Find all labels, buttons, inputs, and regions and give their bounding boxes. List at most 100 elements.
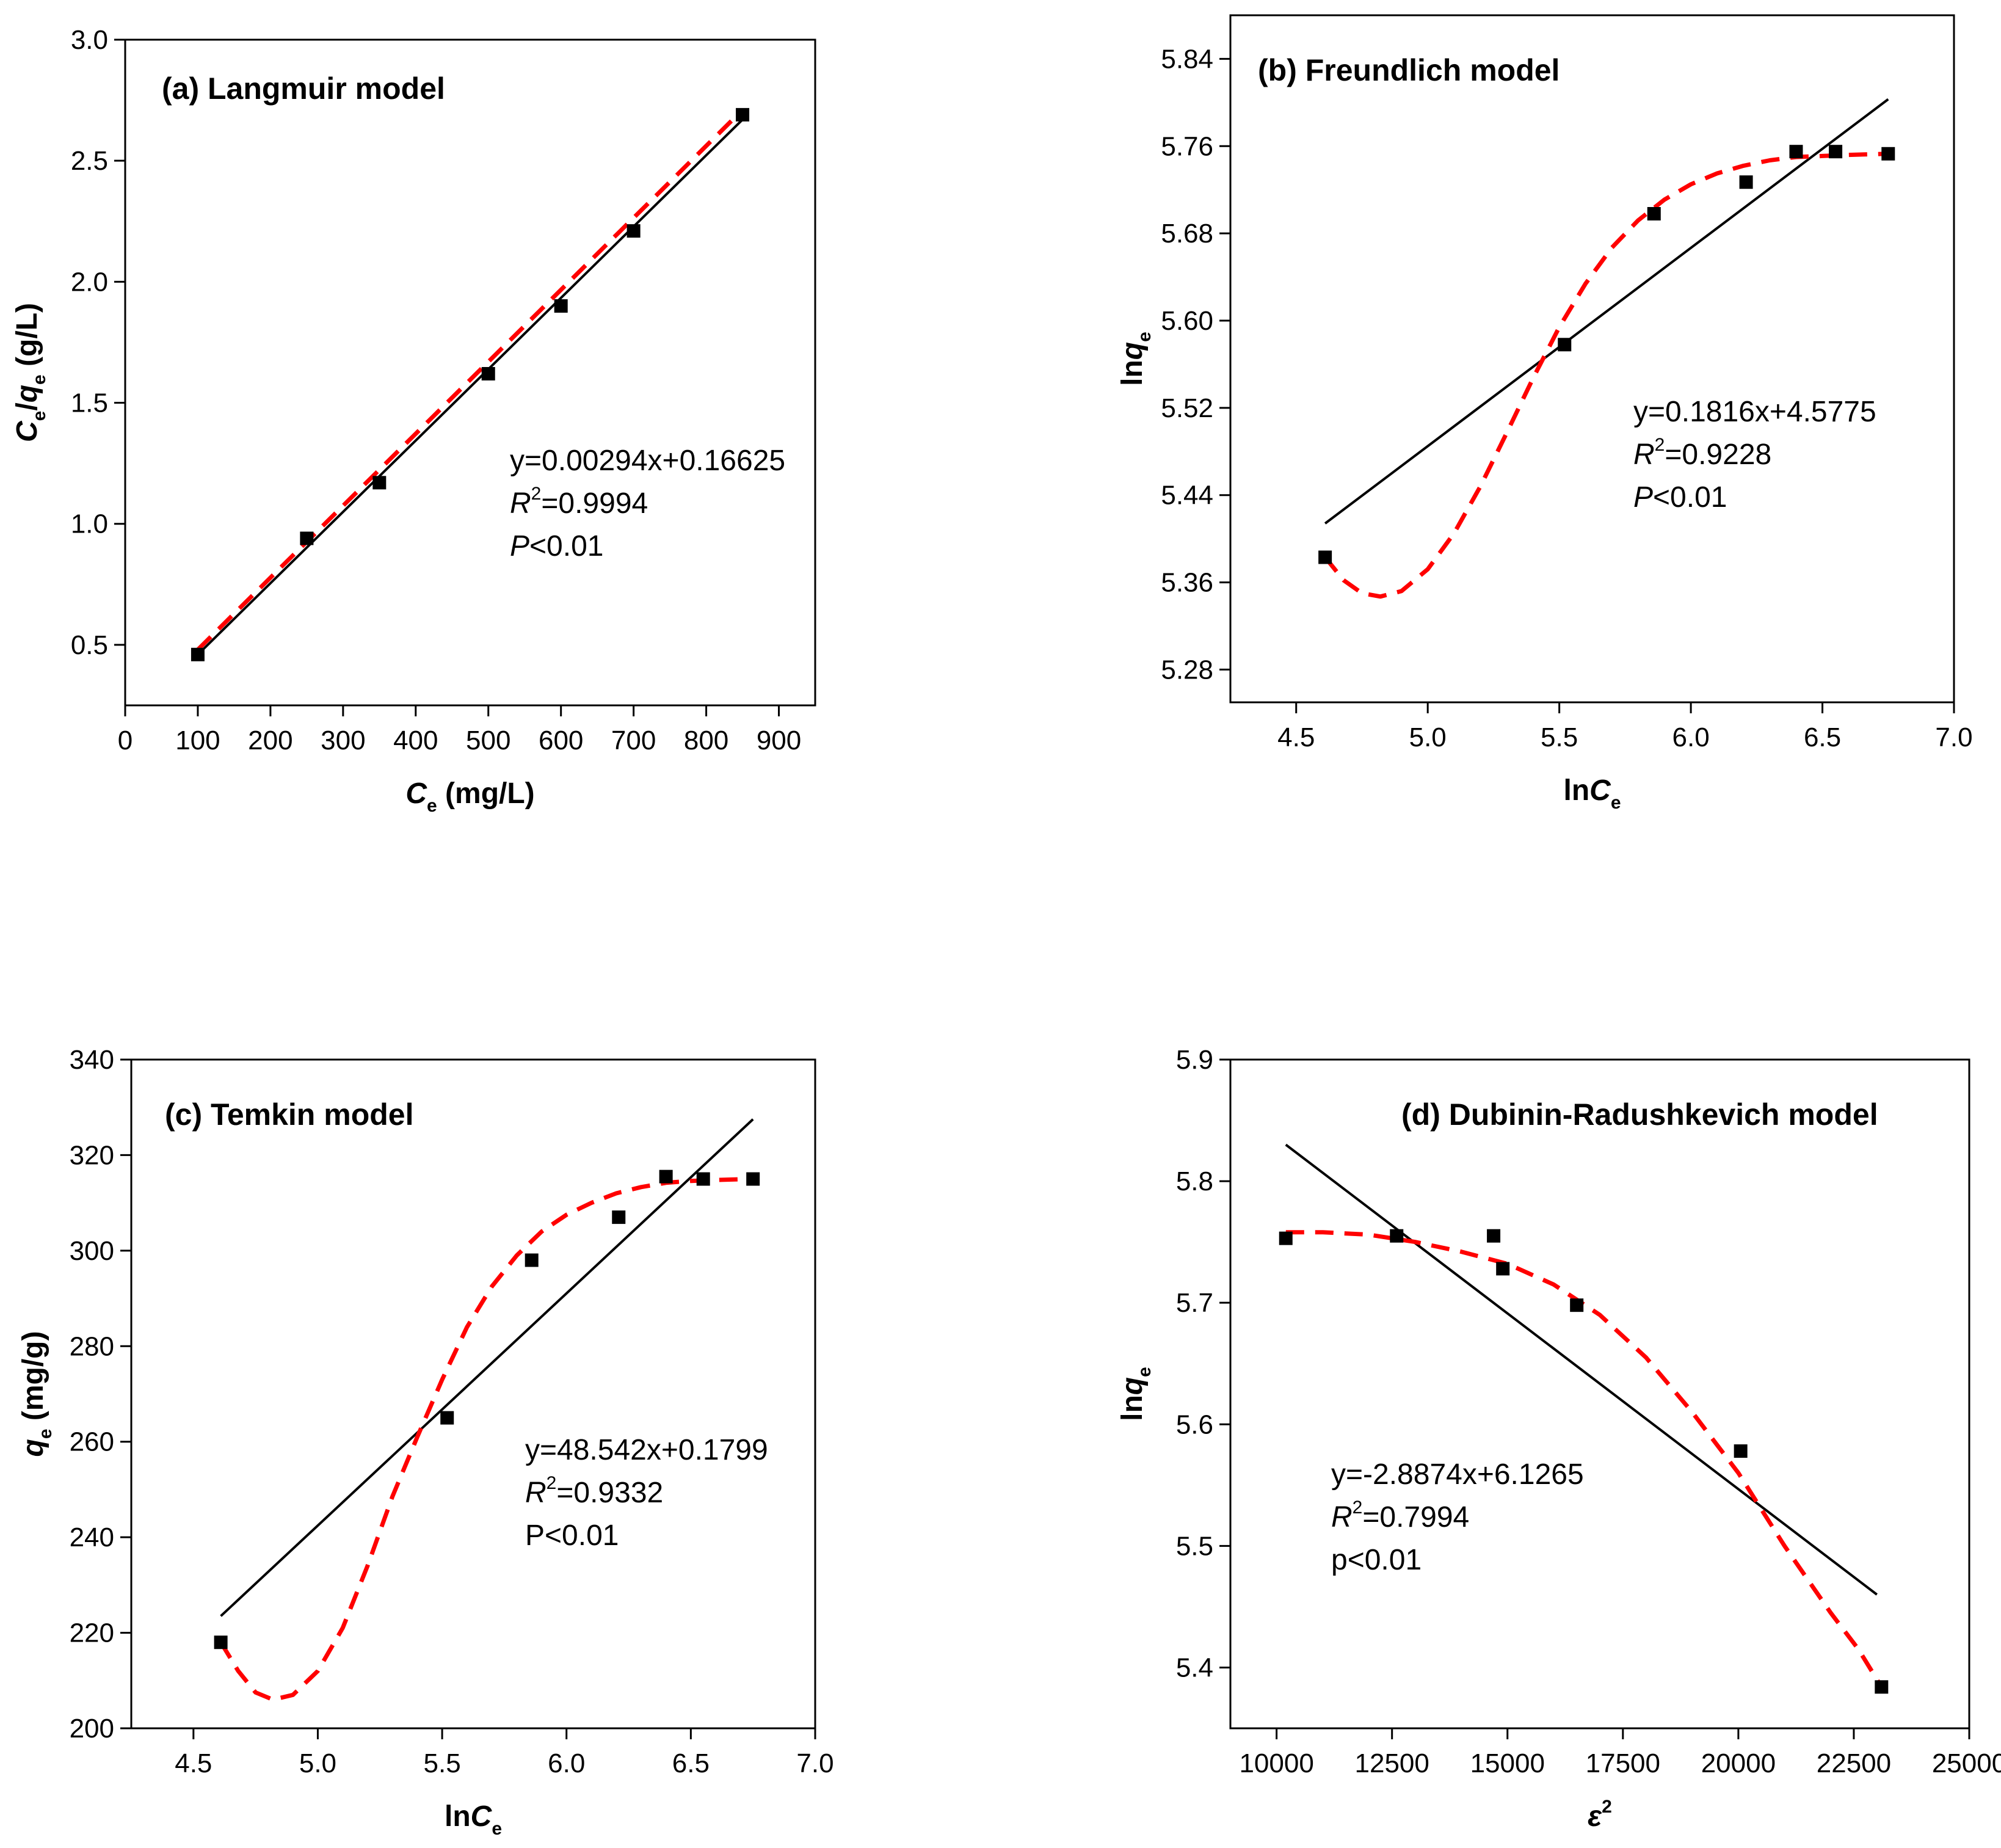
x-tick-label: 7.0 [1935, 722, 1972, 752]
data-point [1390, 1229, 1404, 1243]
equation-text: y=0.00294x+0.16625 [510, 445, 785, 477]
x-tick-label: 400 [393, 726, 438, 755]
data-point [1487, 1229, 1501, 1243]
p-value-text: P<0.01 [1633, 481, 1727, 514]
data-point [1647, 207, 1661, 220]
p-value-text: p<0.01 [1331, 1544, 1422, 1576]
x-axis-title: lnCe [445, 1800, 502, 1839]
y-tick-label: 5.52 [1161, 393, 1213, 423]
fitted-curve [196, 108, 744, 652]
x-tick-label: 0 [118, 726, 133, 755]
y-tick-label: 5.60 [1161, 306, 1213, 336]
fit-line [197, 118, 744, 656]
x-tick-label: 6.5 [1804, 722, 1841, 752]
x-tick-label: 12500 [1355, 1748, 1429, 1778]
chart-panel-b: 4.5 5.0 5.5 6.0 6.5 7.0 5.28 5.36 5.44 5.52 5.60 5.… [1116, 14, 1973, 813]
y-tick-label: 5.5 [1176, 1531, 1213, 1561]
y-tick-label: 240 [70, 1522, 114, 1552]
y-tick-label: 5.76 [1161, 131, 1213, 161]
r-squared-text: R2=0.9332 [525, 1473, 663, 1509]
x-tick-label: 5.0 [299, 1748, 336, 1778]
y-tick-label: 1.5 [71, 388, 108, 418]
x-tick-label: 15000 [1470, 1748, 1545, 1778]
data-point [1558, 338, 1572, 352]
r-squared-text: R2=0.9994 [510, 484, 648, 520]
y-tick-label: 2.5 [71, 146, 108, 176]
data-point [1570, 1298, 1584, 1312]
p-value-text: P<0.01 [525, 1519, 619, 1552]
r-squared-text: R2=0.7994 [1331, 1497, 1469, 1533]
y-tick-label: 1.0 [71, 509, 108, 539]
equation-text: y=-2.8874x+6.1265 [1331, 1458, 1584, 1491]
chart-panel-c: 4.5 5.0 5.5 6.0 6.5 7.0 200 220 240 260 280 300 320 3… [17, 1045, 834, 1839]
chart-panel-d: 10000 12500 15000 17500 20000 22500 25000 5.4 5.… [1116, 1045, 2001, 1833]
data-point [372, 476, 387, 490]
x-tick-label: 20000 [1701, 1748, 1776, 1778]
x-tick-label: 4.5 [175, 1748, 212, 1778]
data-point [1318, 550, 1332, 564]
equation-text: y=48.542x+0.1799 [525, 1434, 768, 1466]
p-value-text: P<0.01 [510, 530, 603, 562]
data-point [746, 1172, 760, 1186]
data-point [736, 107, 750, 122]
y-tick-label: 220 [70, 1618, 114, 1648]
x-tick-label: 25000 [1932, 1748, 2001, 1778]
data-point [1829, 145, 1843, 159]
y-tick-label: 200 [70, 1714, 114, 1744]
chart-panel-a: 0 100 200 300 400 500 600 700 800 900 0.5 1.0 1.5 2.0… [11, 25, 816, 816]
plot-frame [1229, 14, 1955, 704]
y-tick-label: 280 [70, 1331, 114, 1361]
y-axis-title: lnqe [1116, 1367, 1155, 1421]
x-tick-label: 10000 [1239, 1748, 1313, 1778]
data-point [481, 366, 495, 380]
data-point [612, 1210, 626, 1224]
x-tick-label: 300 [321, 726, 365, 755]
y-tick-label: 5.68 [1161, 219, 1213, 249]
fit-line [1324, 98, 1889, 525]
plot-frame [1229, 1058, 1970, 1730]
x-tick-label: 6.0 [548, 1748, 585, 1778]
data-point [525, 1253, 539, 1267]
y-tick-label: 320 [70, 1140, 114, 1170]
data-point [191, 647, 205, 661]
data-point [1734, 1444, 1748, 1458]
data-point [440, 1411, 454, 1425]
data-point [1881, 147, 1895, 161]
fitted-curve [1323, 151, 1889, 599]
panel-title: (d) Dubinin-Radushkevich model [1401, 1097, 1878, 1132]
y-tick-label: 5.44 [1161, 481, 1213, 511]
x-axis-title: lnCe [1563, 774, 1621, 813]
fitted-curve [1285, 1230, 1884, 1689]
x-tick-label: 200 [248, 726, 292, 755]
y-tick-label: 3.0 [71, 25, 108, 55]
plot-frame [130, 1058, 816, 1730]
x-tick-label: 500 [466, 726, 510, 755]
data-point [659, 1170, 673, 1184]
x-tick-label: 17500 [1586, 1748, 1660, 1778]
y-axis-title: lnqe [1116, 332, 1155, 386]
fit-line [1285, 1143, 1878, 1596]
x-tick-label: 22500 [1817, 1748, 1891, 1778]
data-point [1496, 1262, 1510, 1276]
data-point [300, 531, 314, 545]
panel-title: (a) Langmuir model [162, 71, 445, 106]
x-tick-label: 6.0 [1672, 722, 1710, 752]
y-tick-label: 340 [70, 1045, 114, 1075]
y-tick-label: 5.36 [1161, 568, 1213, 598]
data-point [214, 1635, 228, 1650]
x-tick-label: 6.5 [672, 1748, 710, 1778]
r-squared-text: R2=0.9228 [1633, 435, 1771, 471]
y-tick-label: 5.7 [1176, 1288, 1213, 1318]
y-tick-label: 5.6 [1176, 1410, 1213, 1439]
y-tick-label: 5.9 [1176, 1045, 1213, 1075]
fit-line [220, 1118, 754, 1617]
x-tick-label: 600 [539, 726, 583, 755]
data-point [1789, 145, 1803, 159]
data-point [1875, 1680, 1889, 1694]
x-tick-label: 5.0 [1409, 722, 1447, 752]
y-axis-title: qe (mg/g) [17, 1331, 56, 1457]
x-tick-label: 4.5 [1277, 722, 1315, 752]
equation-text: y=0.1816x+4.5775 [1633, 396, 1876, 428]
y-tick-label: 0.5 [71, 630, 108, 660]
